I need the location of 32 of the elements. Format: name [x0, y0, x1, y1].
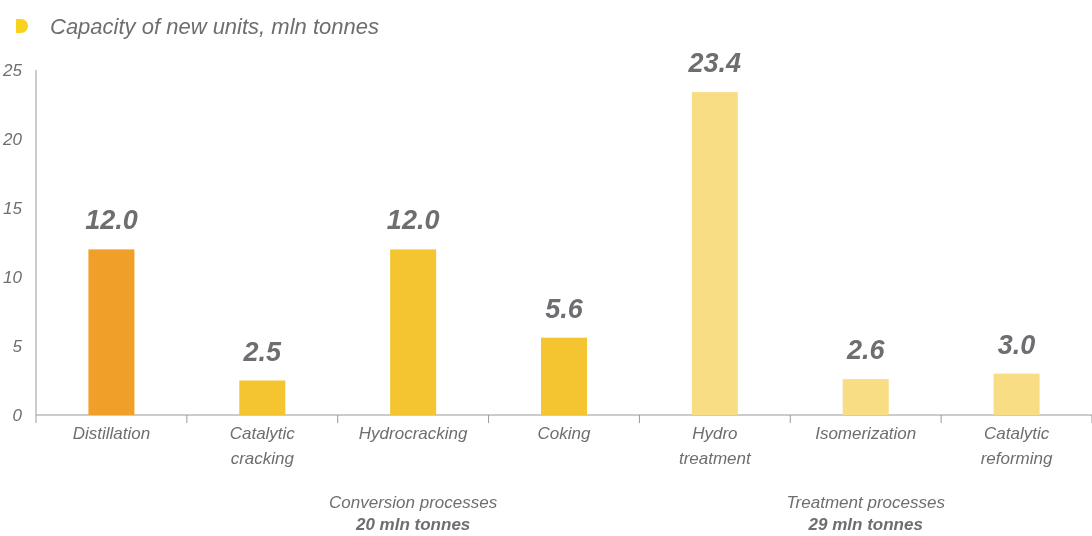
y-tick-label: 15: [3, 199, 23, 218]
y-tick-label: 20: [2, 130, 23, 149]
y-tick-label: 10: [3, 268, 23, 287]
bar: [691, 92, 738, 415]
data-label: 12.0: [85, 205, 138, 236]
x-tick-label: Distillation: [72, 424, 151, 443]
bar: [88, 249, 135, 415]
chart-title: Capacity of new units, mln tonnes: [50, 14, 379, 39]
y-tick-label: 0: [12, 406, 23, 425]
y-tick-label: 25: [2, 61, 23, 80]
x-tick-label: Coking: [537, 424, 591, 443]
data-label: 23.4: [687, 48, 742, 79]
data-label: 5.6: [545, 293, 584, 324]
x-tick-label: Hydrocracking: [358, 424, 469, 443]
bar: [842, 379, 889, 415]
x-tick-label: Catalytic cracking: [229, 424, 296, 468]
x-tick-label: Catalytic reforming: [980, 424, 1054, 468]
data-label: 2.6: [845, 335, 886, 366]
bar: [390, 249, 437, 415]
text: Conversion processes: [329, 493, 498, 512]
text: 29 mln tonnes: [807, 515, 923, 534]
text: 20 mln tonnes: [354, 515, 471, 534]
text: Treatment processes: [786, 493, 946, 512]
bar: [541, 337, 587, 415]
bar: [239, 380, 286, 415]
data-label: 2.5: [242, 336, 283, 367]
x-tick-label: Hydro treatment: [678, 424, 753, 468]
bar: [993, 373, 1040, 415]
data-label: 12.0: [386, 205, 440, 236]
data-label: 3.0: [997, 329, 1036, 360]
x-tick-label: Isomerization: [815, 424, 917, 443]
y-tick-label: 5: [12, 337, 23, 356]
